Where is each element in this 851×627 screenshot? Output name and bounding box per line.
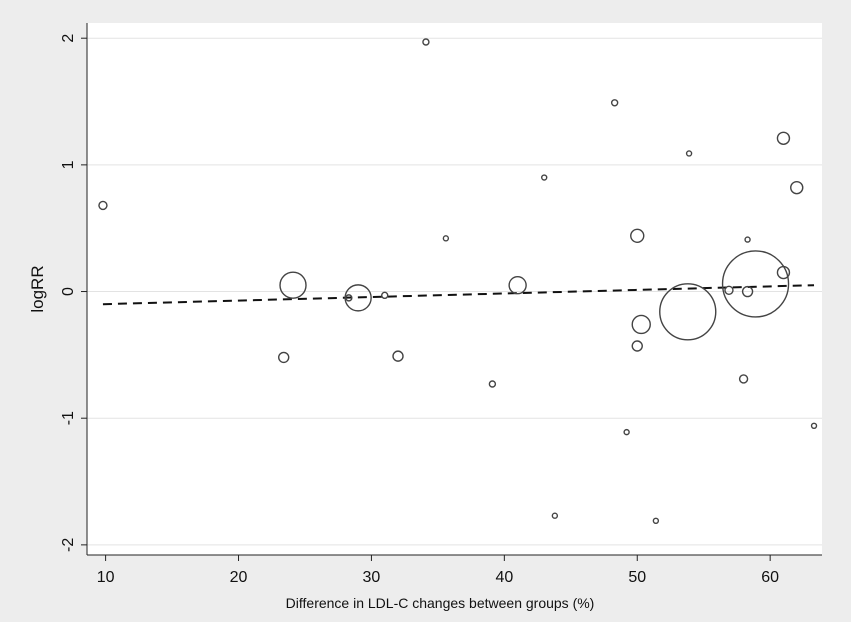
x-tick-label: 60 (761, 569, 779, 586)
x-tick-label: 50 (628, 569, 646, 586)
data-point (345, 294, 353, 302)
y-tick-label: -1 (60, 411, 77, 425)
y-tick-label: 1 (60, 160, 77, 169)
data-point (652, 517, 660, 524)
fit-line (102, 284, 815, 306)
y-tick-label: 2 (60, 34, 77, 43)
x-tick-label: 20 (230, 569, 248, 586)
data-point (630, 228, 645, 244)
x-axis-label: Difference in LDL-C changes between grou… (286, 595, 595, 611)
data-point (422, 38, 430, 46)
data-point (551, 512, 559, 519)
data-point (631, 314, 651, 335)
data-point (685, 150, 693, 157)
axes: -2 -1 0 1 2 10 20 30 40 50 60 (60, 23, 822, 586)
data-point (381, 291, 389, 300)
data-point (508, 276, 527, 295)
grid-lines (87, 37, 822, 546)
x-tick-label: 40 (495, 569, 513, 586)
data-point (810, 422, 818, 429)
data-points (98, 38, 818, 524)
y-axis-label: logRR (28, 265, 47, 312)
x-tick-label: 30 (363, 569, 381, 586)
y-tick-label: -2 (60, 538, 77, 552)
y-tick-label: 0 (60, 287, 77, 296)
data-point (610, 99, 619, 107)
data-point (488, 380, 497, 388)
data-point (392, 350, 404, 362)
data-point (541, 174, 548, 181)
data-point (631, 340, 643, 352)
data-point (279, 271, 307, 299)
data-point (741, 285, 754, 298)
data-point (721, 250, 790, 318)
data-point (442, 235, 450, 242)
data-point (724, 285, 734, 295)
data-point (278, 351, 290, 364)
data-point (659, 283, 717, 341)
data-point (776, 131, 791, 145)
data-point (744, 236, 751, 243)
data-point (738, 374, 749, 384)
fit-line-layer (102, 284, 815, 306)
plot-area (87, 23, 822, 555)
data-point (623, 428, 630, 436)
data-point (98, 200, 108, 211)
data-point (790, 180, 804, 195)
data-point (776, 265, 791, 280)
x-tick-label: 10 (97, 569, 115, 586)
